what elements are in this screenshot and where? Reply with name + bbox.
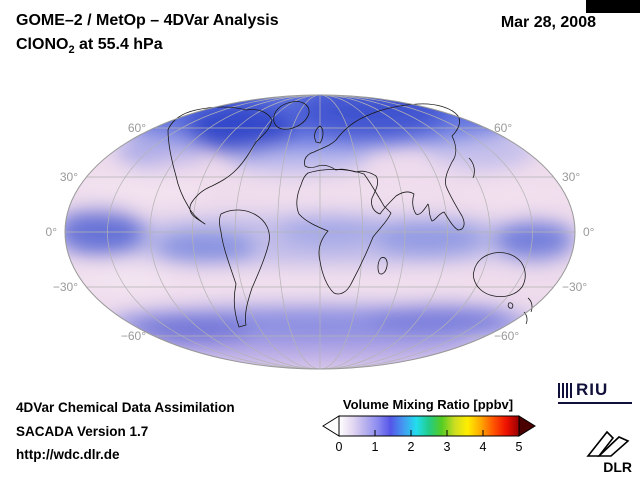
lat-label-30n-right: 30° bbox=[562, 170, 580, 184]
north-america-outline bbox=[167, 106, 273, 225]
lat-label-eq-right: 0° bbox=[583, 225, 595, 239]
riu-logo-text: RIU bbox=[576, 380, 609, 399]
species-level-subtitle: ClONO2 at 55.4 hPa bbox=[16, 36, 163, 56]
species-subscript: 2 bbox=[68, 44, 75, 57]
new-zealand-outline bbox=[523, 297, 533, 325]
colorbar-tickmarks bbox=[338, 430, 520, 436]
lat-label-eq-left: 0° bbox=[46, 225, 58, 239]
tick-label-5: 5 bbox=[515, 440, 523, 454]
madagascar-outline bbox=[377, 257, 388, 275]
south-america-outline bbox=[219, 209, 270, 328]
footer-assimilation-label: 4DVar Chemical Data Assimilation bbox=[16, 400, 235, 415]
lat-label-60s-right: −60° bbox=[494, 329, 519, 343]
colorbar-over-arrow bbox=[518, 415, 536, 437]
species-name: ClONO bbox=[16, 36, 69, 53]
dlr-logo-text: DLR bbox=[603, 459, 632, 475]
lat-label-30n-left: 30° bbox=[60, 170, 78, 184]
riu-stripes-icon bbox=[558, 382, 572, 398]
latitude-labels: 60° 60° 30° 30° 0° 0° −30° −30° −60° −60… bbox=[46, 121, 595, 343]
british-isles-outline bbox=[314, 125, 324, 144]
colorbar-gradient bbox=[338, 415, 520, 437]
tick-label-1: 1 bbox=[371, 440, 379, 454]
top-right-black-bar bbox=[586, 0, 640, 13]
africa-outline bbox=[296, 168, 392, 295]
lat-label-60s-left: −60° bbox=[121, 329, 146, 343]
greenland-outline bbox=[273, 101, 310, 130]
lat-label-30s-right: −30° bbox=[562, 280, 587, 294]
page-title: GOME–2 / MetOp – 4DVar Analysis bbox=[16, 12, 279, 29]
colorbar-under-arrow bbox=[322, 415, 340, 437]
colorbar-title: Volume Mixing Ratio [ppbv] bbox=[342, 397, 514, 412]
lat-label-60n-left: 60° bbox=[128, 121, 146, 135]
footer-version-label: SACADA Version 1.7 bbox=[16, 424, 149, 439]
tick-label-3: 3 bbox=[443, 440, 451, 454]
lat-label-60n-right: 60° bbox=[494, 121, 512, 135]
lat-label-30s-left: −30° bbox=[53, 280, 78, 294]
analysis-date: Mar 28, 2008 bbox=[500, 14, 596, 31]
australia-outline bbox=[472, 252, 526, 297]
tasmania-outline bbox=[507, 302, 514, 309]
dlr-wings-icon bbox=[586, 430, 630, 457]
tick-label-0: 0 bbox=[335, 440, 343, 454]
tick-label-2: 2 bbox=[407, 440, 415, 454]
footer-url: http://wdc.dlr.de bbox=[16, 447, 120, 462]
colorbar bbox=[322, 415, 536, 437]
pressure-level: at 55.4 hPa bbox=[74, 36, 163, 53]
colorbar-tick-labels: 0 1 2 3 4 5 bbox=[322, 440, 534, 454]
riu-logo: RIU bbox=[558, 380, 632, 404]
riu-underline bbox=[558, 402, 632, 404]
dlr-logo: DLR bbox=[584, 427, 632, 475]
tick-label-4: 4 bbox=[479, 440, 487, 454]
japan-outline bbox=[468, 157, 475, 179]
globe-outline bbox=[64, 94, 576, 370]
